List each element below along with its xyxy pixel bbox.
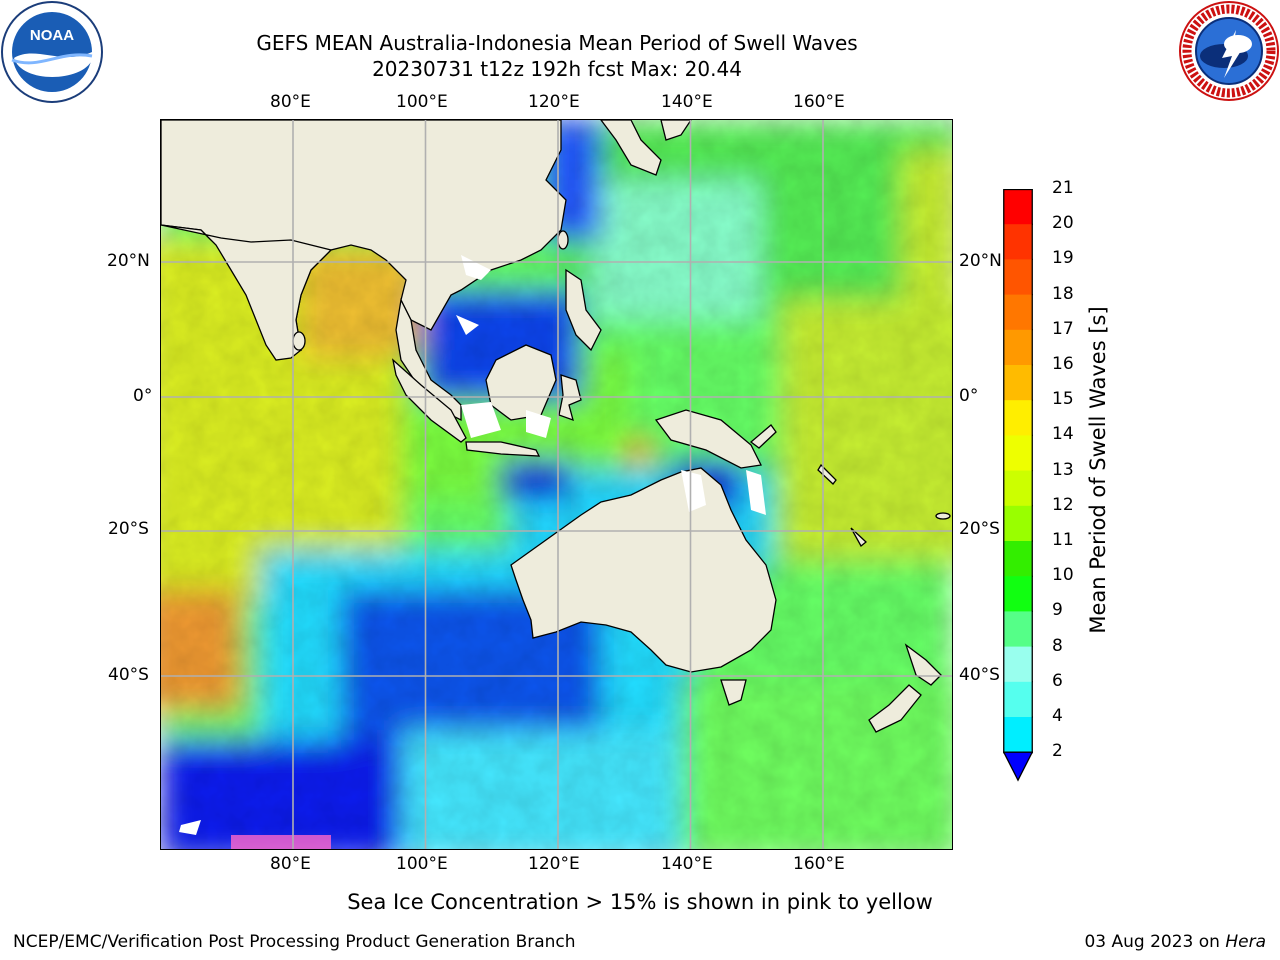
lon-tick-bottom-140e: 140°E [661, 854, 713, 874]
colorbar-tick-label: 9 [1052, 600, 1063, 621]
colorbar-segment [1003, 224, 1033, 260]
lat-tick-right-20n: 20°N [959, 251, 1002, 271]
sea-ice-note: Sea Ice Concentration > 15% is shown in … [0, 890, 1280, 914]
colorbar-segment [1003, 329, 1033, 366]
colorbar-segment [1003, 681, 1033, 718]
lon-tick-top-160e: 160°E [793, 92, 845, 112]
colorbar-segment [1003, 259, 1033, 296]
colorbar-tick-label: 20 [1052, 213, 1074, 234]
lat-tick-left-20s: 20°S [108, 519, 149, 539]
lat-tick-left-0: 0° [133, 386, 153, 406]
colorbar-tick-label: 6 [1052, 670, 1063, 691]
colorbar-tick-label: 21 [1052, 178, 1074, 198]
colorbar-tick-label: 19 [1052, 248, 1074, 269]
lon-tick-bottom-120e: 120°E [528, 854, 580, 874]
sea-ice-area [231, 835, 331, 849]
chart-title: GEFS MEAN Australia-Indonesia Mean Perio… [256, 31, 858, 55]
footer-date-text: 03 Aug 2023 on [1084, 932, 1226, 952]
colorbar-segment [1003, 646, 1033, 683]
colorbar-tick-label: 16 [1052, 354, 1074, 374]
colorbar-segment [1003, 717, 1033, 753]
lat-tick-right-40s: 40°S [959, 665, 1000, 685]
lat-tick-right-20s: 20°S [959, 519, 1000, 539]
colorbar-extend-arrow [1002, 751, 1034, 782]
colorbar-tick-label: 14 [1052, 424, 1074, 445]
land-masses [161, 120, 951, 733]
lon-tick-top-100e: 100°E [396, 92, 448, 112]
lon-tick-top-80e: 80°E [270, 92, 311, 112]
colorbar [1002, 188, 1034, 787]
footer-date: 03 Aug 2023 on Hera [1084, 932, 1266, 952]
colorbar-tick-label: 15 [1052, 389, 1074, 410]
swell-period-map [160, 119, 953, 850]
lon-tick-top-120e: 120°E [528, 92, 580, 112]
nws-logo [1178, 0, 1280, 102]
colorbar-segment [1003, 189, 1033, 225]
lon-tick-bottom-100e: 100°E [396, 854, 448, 874]
colorbar-tick-label: 18 [1052, 283, 1074, 304]
colorbar-segment [1003, 576, 1033, 612]
lat-tick-left-40s: 40°S [108, 665, 149, 685]
lon-tick-bottom-160e: 160°E [793, 854, 845, 874]
sea-ice-note-text: Sea Ice Concentration > 15% is shown in … [347, 890, 933, 914]
colorbar-segment [1003, 400, 1033, 436]
colorbar-tick-label: 13 [1052, 459, 1074, 480]
footer-credit: NCEP/EMC/Verification Post Processing Pr… [13, 932, 576, 952]
lat-tick-left-20n: 20°N [107, 251, 150, 271]
colorbar-segment [1003, 611, 1033, 648]
colorbar-tick-label: 12 [1052, 494, 1074, 515]
lat-tick-right-0: 0° [959, 386, 979, 406]
colorbar-tick-label: 10 [1052, 565, 1074, 586]
colorbar-tick-label: 17 [1052, 318, 1074, 339]
colorbar-segment [1003, 541, 1033, 577]
colorbar-segment [1003, 505, 1033, 542]
colorbar-segment [1003, 470, 1033, 507]
colorbar-segment [1003, 365, 1033, 401]
colorbar-title: Mean Period of Swell Waves [s] [1086, 306, 1110, 634]
colorbar-tick-label: 4 [1052, 706, 1063, 726]
noaa-logo-text: NOAA [30, 27, 74, 44]
footer-machine: Hera [1225, 932, 1266, 952]
lon-tick-top-140e: 140°E [661, 92, 713, 112]
graticule [161, 120, 952, 849]
lon-tick-bottom-80e: 80°E [270, 854, 311, 874]
colorbar-segment [1003, 294, 1033, 331]
colorbar-segment [1003, 435, 1033, 472]
colorbar-tick-label: 2 [1052, 741, 1063, 762]
chart-subtitle: 20230731 t12z 192h fcst Max: 20.44 [372, 57, 742, 81]
colorbar-tick-label: 11 [1052, 530, 1074, 550]
noaa-logo: NOAA [0, 0, 104, 104]
colorbar-tick-label: 8 [1052, 635, 1063, 656]
